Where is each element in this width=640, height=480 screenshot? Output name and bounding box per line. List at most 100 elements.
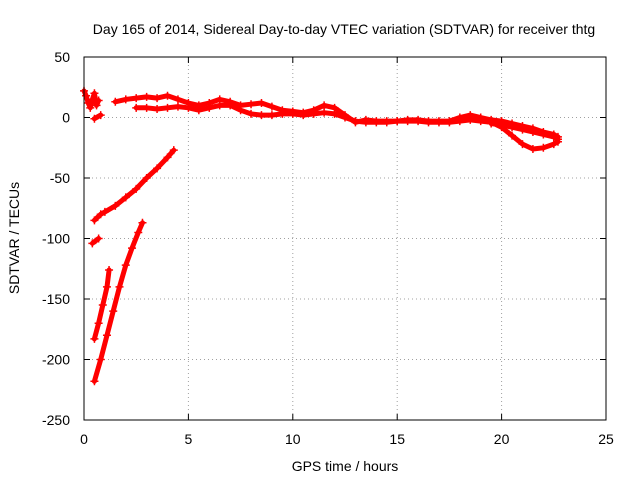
data-point <box>153 94 162 103</box>
data-point <box>115 282 124 291</box>
data-point <box>226 101 235 110</box>
x-axis-label: GPS time / hours <box>292 458 399 474</box>
data-point <box>205 103 214 112</box>
data-point <box>88 239 97 248</box>
data-point <box>361 118 370 127</box>
data-point <box>153 164 162 173</box>
data-point <box>84 98 93 107</box>
y-axis-label: SDTVAR / TECUs <box>6 182 22 294</box>
data-point <box>320 108 329 117</box>
data-point <box>194 106 203 115</box>
data-point <box>257 111 266 120</box>
data-point <box>88 95 97 104</box>
data-point <box>341 113 349 122</box>
x-tick-label: 0 <box>80 431 88 447</box>
data-point <box>121 95 130 104</box>
series-upper-band-3 <box>487 119 562 144</box>
series-line <box>89 236 102 246</box>
data-point <box>382 118 391 127</box>
data-point <box>94 234 103 243</box>
data-point <box>142 174 151 182</box>
data-point <box>445 118 454 127</box>
chart-title: Day 165 of 2014, Sidereal Day-to-day VTE… <box>93 21 595 37</box>
data-point <box>508 131 517 140</box>
data-point <box>466 115 475 124</box>
data-point <box>351 117 360 126</box>
data-point <box>90 89 99 98</box>
data-point <box>539 130 548 139</box>
data-point <box>109 307 118 316</box>
y-tick-label: -250 <box>42 412 70 428</box>
data-point <box>111 201 120 210</box>
data-point <box>100 207 109 216</box>
data-point <box>102 331 111 340</box>
data-point <box>247 100 256 109</box>
data-point <box>86 103 95 112</box>
data-point <box>90 334 99 343</box>
data-point <box>215 101 224 110</box>
data-point <box>330 109 339 118</box>
data-point <box>111 97 120 106</box>
data-point <box>236 106 245 115</box>
data-point <box>476 117 485 126</box>
data-point <box>94 96 103 105</box>
data-point <box>163 103 172 112</box>
series-layer <box>80 86 562 386</box>
tick-layer: 0 5 10 15 20 25 -250 -200 -150 -100 -50 0 50 <box>42 49 614 447</box>
data-point <box>98 301 107 310</box>
data-point <box>528 128 537 137</box>
data-point <box>105 265 114 274</box>
data-point <box>518 140 527 149</box>
series-rising-diagonal <box>90 146 178 225</box>
x-tick-label: 25 <box>598 431 614 447</box>
data-point <box>393 117 402 126</box>
series-line <box>91 147 177 223</box>
data-point <box>82 91 91 100</box>
data-point <box>102 282 111 291</box>
x-tick-label: 15 <box>389 431 405 447</box>
y-tick-label: -100 <box>42 231 70 247</box>
series-upper-band-2 <box>132 101 562 153</box>
data-point <box>549 140 558 149</box>
data-point <box>299 111 308 120</box>
x-tick-label: 5 <box>185 431 193 447</box>
data-point <box>309 109 318 118</box>
data-point <box>153 105 162 114</box>
series-mid-diagonal <box>90 265 114 343</box>
data-point <box>184 103 193 112</box>
data-point <box>267 102 276 111</box>
data-point <box>414 117 423 126</box>
data-point <box>121 261 130 270</box>
data-point <box>247 109 256 118</box>
data-point <box>508 123 517 132</box>
data-point <box>518 125 527 134</box>
data-point <box>455 117 464 126</box>
data-point <box>169 146 178 155</box>
data-point <box>487 119 496 128</box>
data-point <box>142 103 151 112</box>
y-tick-label: 0 <box>62 110 70 126</box>
data-point <box>320 101 329 110</box>
y-tick-label: 50 <box>54 49 70 65</box>
data-point <box>90 377 99 386</box>
data-point <box>96 111 105 120</box>
data-point <box>549 132 558 141</box>
data-point <box>90 216 99 225</box>
data-point <box>173 95 182 104</box>
data-point <box>96 355 105 364</box>
data-point <box>163 153 172 162</box>
data-point <box>403 117 412 126</box>
series-steep-diagonal <box>90 218 147 386</box>
data-point <box>497 120 506 129</box>
data-point <box>553 135 562 144</box>
data-point <box>424 118 433 127</box>
data-point <box>121 193 130 202</box>
data-point <box>134 228 143 237</box>
data-point <box>94 319 103 328</box>
y-tick-label: -150 <box>42 291 70 307</box>
data-point <box>372 118 381 127</box>
data-point <box>278 109 287 118</box>
data-point <box>138 218 147 227</box>
x-tick-label: 20 <box>494 431 510 447</box>
x-tick-label: 10 <box>285 431 301 447</box>
